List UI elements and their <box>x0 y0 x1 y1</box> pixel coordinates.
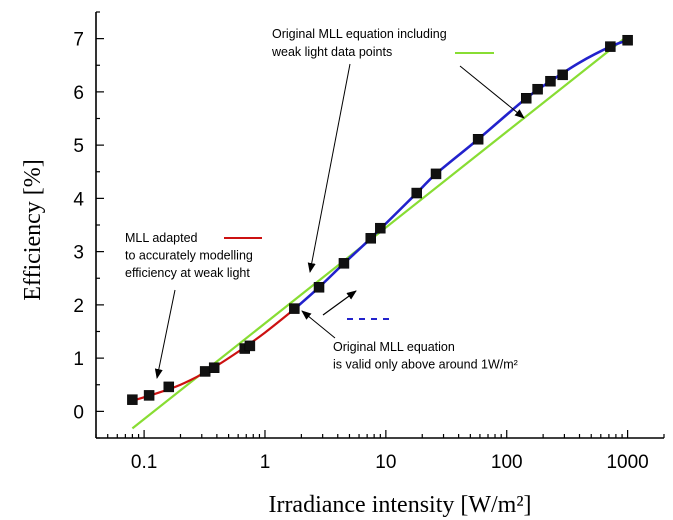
y-tick-label: 3 <box>73 243 84 264</box>
red-annotation-text-line: efficiency at weak light <box>125 266 250 280</box>
data-point-marker <box>314 282 324 292</box>
annotations: Original MLL equation including weak ligh… <box>125 27 524 378</box>
x-tick-label: 1 <box>260 452 271 473</box>
green-annotation-arrow <box>460 66 524 118</box>
data-point-marker <box>245 341 255 351</box>
green-annotation-arrow <box>310 64 350 272</box>
blue-annotation-arrow <box>323 291 356 315</box>
original-mll-line <box>294 40 627 309</box>
data-point-marker <box>289 304 299 314</box>
data-point-marker <box>200 366 210 376</box>
green-annotation-text: Original MLL equation including weak ligh… <box>271 27 447 59</box>
green-annotation-text-line: Original MLL equation including <box>272 27 447 41</box>
blue-annotation-text-line: is valid only above around 1W/m² <box>333 358 518 372</box>
data-point-marker <box>375 223 385 233</box>
y-tick-label: 2 <box>73 296 84 317</box>
red-annotation-arrow <box>157 290 175 378</box>
x-tick-label: 1000 <box>606 452 648 473</box>
x-tick-label: 0.1 <box>131 452 157 473</box>
y-tick-label: 1 <box>73 349 84 370</box>
blue-annotation-arrow <box>302 311 335 338</box>
data-point-marker <box>545 76 555 86</box>
x-tick-label: 100 <box>491 452 523 473</box>
data-point-marker <box>209 363 219 373</box>
y-axis-title: Efficiency [%] <box>20 159 46 300</box>
x-tick-label: 10 <box>375 452 396 473</box>
y-tick-label: 7 <box>73 30 84 51</box>
data-point-marker <box>144 390 154 400</box>
data-point-marker <box>605 42 615 52</box>
blue-annotation-text: Original MLL equation is valid only above… <box>333 340 518 372</box>
y-tick-label: 5 <box>73 136 84 157</box>
data-point-marker <box>164 382 174 392</box>
y-tick-label: 4 <box>73 189 84 210</box>
data-point-marker <box>127 395 137 405</box>
data-point-marker <box>521 93 531 103</box>
green-annotation-text-line: weak light data points <box>271 45 392 59</box>
x-axis-title: Irradiance intensity [W/m²] <box>268 492 531 518</box>
data-point-marker <box>412 188 422 198</box>
data-point-marker <box>623 35 633 45</box>
red-annotation-text-line: MLL adapted <box>125 231 198 245</box>
y-tick-label: 0 <box>73 402 84 423</box>
data-point-marker <box>473 134 483 144</box>
data-point-marker <box>558 70 568 80</box>
mll-adapted-line <box>132 309 294 401</box>
data-point-marker <box>431 169 441 179</box>
y-tick-label: 6 <box>73 83 84 104</box>
data-point-marker <box>533 84 543 94</box>
red-annotation-text-line: to accurately modelling <box>125 249 253 263</box>
data-point-marker <box>339 258 349 268</box>
blue-annotation-text-line: Original MLL equation <box>333 340 455 354</box>
data-point-marker <box>366 233 376 243</box>
